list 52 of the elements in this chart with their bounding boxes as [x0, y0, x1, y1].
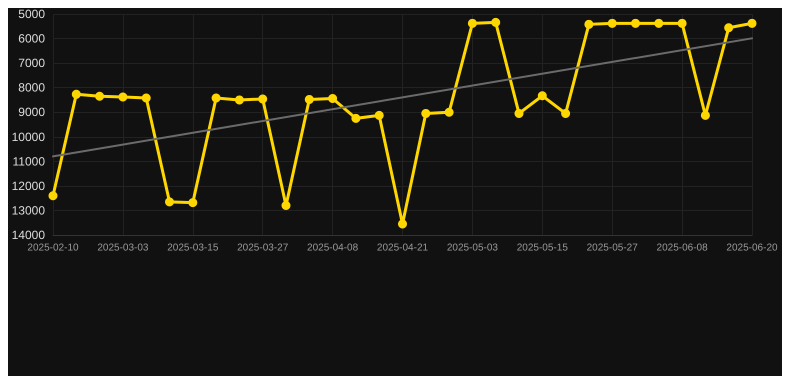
point [700, 110, 710, 120]
point [234, 95, 244, 104]
point [631, 18, 640, 28]
point [538, 91, 547, 100]
point [351, 114, 360, 123]
x-tick-label: 2025-03-15 [167, 242, 219, 254]
point [491, 18, 500, 27]
point [118, 92, 128, 102]
point [95, 92, 104, 101]
x-tick-label: 2025-02-10 [27, 242, 80, 254]
point [654, 18, 664, 28]
point [608, 18, 617, 28]
point [584, 20, 594, 29]
x-tick-label: 2025-05-15 [516, 242, 568, 254]
x-tick-label: 2025-06-08 [656, 242, 708, 254]
point [258, 94, 268, 104]
point [421, 108, 430, 118]
x-tick-label: 2025-03-03 [97, 242, 149, 254]
point [468, 18, 477, 28]
x-tick-label: 2025-05-03 [446, 242, 498, 254]
y-tick-label: 13000 [12, 203, 46, 218]
point [48, 191, 58, 200]
point [212, 93, 221, 102]
y-tick-label: 10000 [12, 130, 46, 144]
point [724, 23, 734, 32]
point [374, 110, 384, 120]
x-tick-label: 2025-04-21 [376, 242, 429, 254]
point [678, 18, 687, 28]
point [142, 93, 151, 102]
y-tick-label: 14000 [12, 228, 46, 242]
point [188, 198, 198, 208]
x-tick-label: 2025-05-27 [586, 242, 638, 254]
y-tick-label: 11000 [12, 154, 46, 168]
point [444, 108, 454, 117]
x-tick-label: 2025-04-08 [307, 242, 359, 254]
y-tick-label: 9000 [18, 105, 46, 120]
point [328, 94, 338, 103]
y-tick-label: 6000 [18, 32, 46, 46]
x-tick-label: 2025-06-20 [726, 242, 778, 254]
y-tick-label: 12000 [12, 178, 46, 193]
point [561, 108, 570, 118]
y-tick-label: 7000 [18, 56, 46, 70]
y-tick-label: 8000 [18, 80, 46, 95]
point [165, 197, 174, 206]
point [398, 219, 407, 228]
y-tick-label: 5000 [18, 7, 46, 21]
point [748, 18, 756, 28]
point [72, 90, 81, 99]
point [282, 201, 290, 210]
x-tick-label: 2025-03-27 [237, 242, 289, 254]
point [514, 108, 524, 118]
point [304, 94, 314, 104]
